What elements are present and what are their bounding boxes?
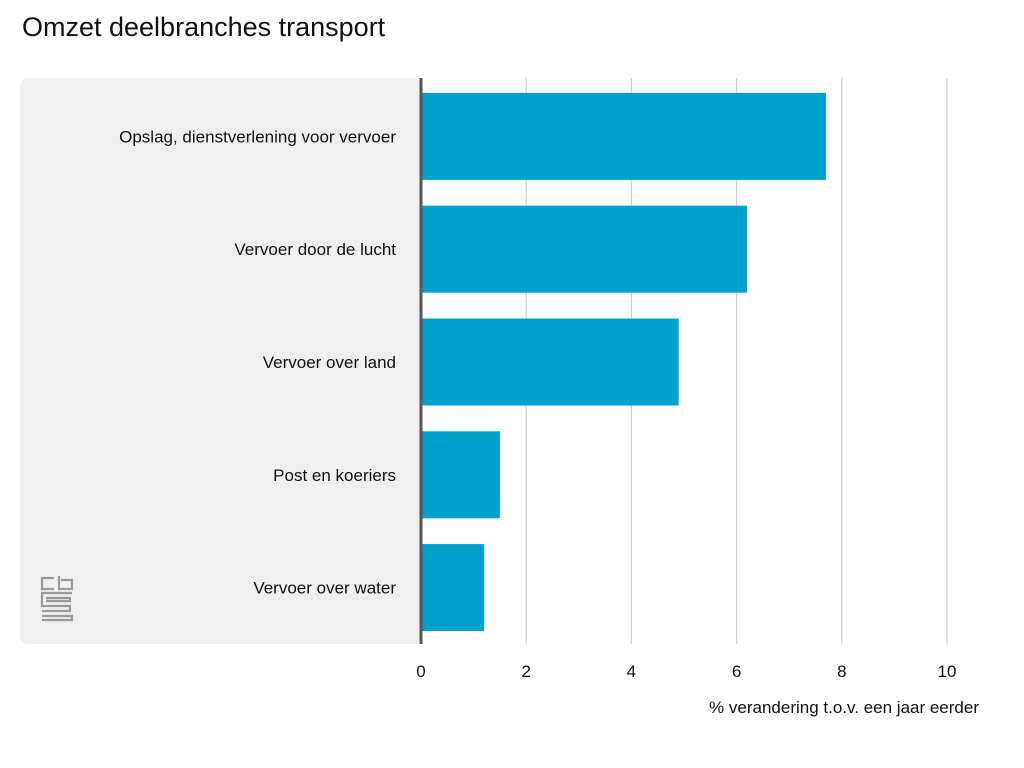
category-label: Post en koeriers — [273, 466, 396, 485]
category-label: Opslag, dienstverlening voor vervoer — [119, 127, 396, 146]
cbs-logo — [40, 576, 74, 622]
x-tick-label: 10 — [938, 662, 957, 681]
x-axis-title: % verandering t.o.v. een jaar eerder — [709, 698, 979, 717]
x-tick-label: 2 — [521, 662, 530, 681]
x-tick-label: 0 — [416, 662, 425, 681]
bar — [421, 92, 827, 180]
category-label: Vervoer over water — [253, 579, 396, 598]
category-labels: Opslag, dienstverlening voor vervoer Verv… — [119, 127, 396, 597]
chart-title: Omzet deelbranches transport — [22, 12, 386, 42]
x-tick-label: 4 — [627, 662, 636, 681]
x-tick-label: 6 — [732, 662, 741, 681]
bar — [421, 205, 748, 293]
category-label: Vervoer over land — [263, 353, 396, 372]
bar — [421, 318, 679, 406]
bar — [421, 431, 500, 519]
bars — [421, 92, 827, 632]
x-tick-label: 8 — [837, 662, 846, 681]
bar — [421, 544, 485, 632]
x-tick-labels: 0 2 4 6 8 10 — [416, 662, 956, 681]
label-panel — [20, 78, 422, 644]
category-label: Vervoer door de lucht — [234, 240, 396, 259]
